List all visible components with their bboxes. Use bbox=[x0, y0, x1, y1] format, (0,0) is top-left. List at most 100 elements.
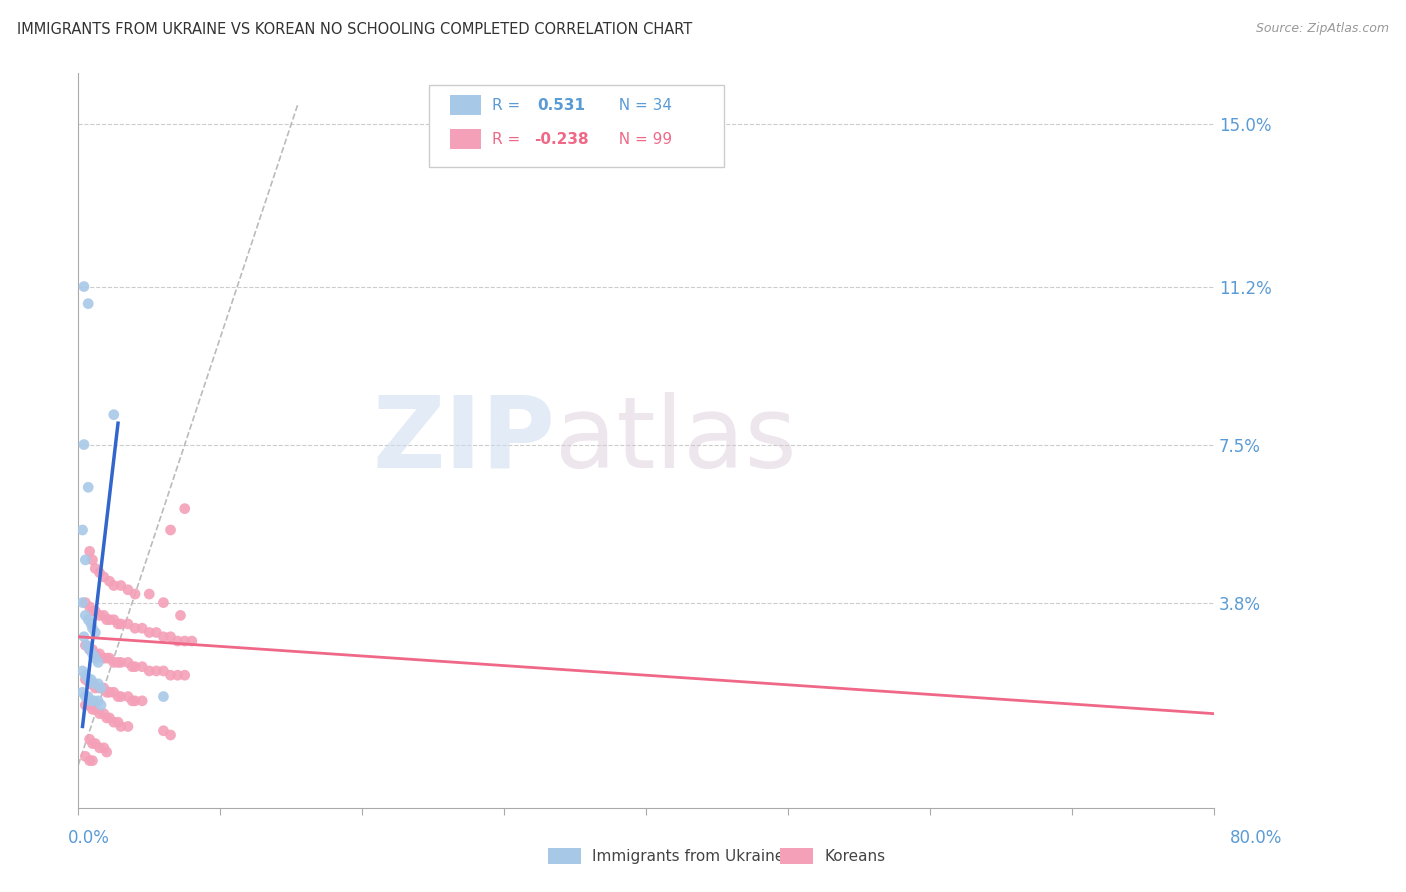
Point bbox=[110, 719, 132, 733]
Point bbox=[180, 634, 202, 648]
Point bbox=[84, 625, 107, 640]
Point bbox=[83, 694, 105, 708]
Point bbox=[121, 659, 143, 673]
Point bbox=[84, 647, 107, 661]
Point bbox=[84, 651, 107, 665]
Text: Immigrants from Ukraine: Immigrants from Ukraine bbox=[592, 849, 785, 863]
Point bbox=[96, 745, 118, 759]
Text: N = 99: N = 99 bbox=[609, 132, 672, 146]
Point bbox=[82, 737, 104, 751]
Point bbox=[77, 673, 100, 687]
Point bbox=[84, 702, 107, 716]
Point bbox=[73, 279, 96, 293]
Point bbox=[75, 673, 97, 687]
Text: 0.531: 0.531 bbox=[537, 98, 585, 112]
Point bbox=[117, 719, 139, 733]
Point bbox=[84, 681, 107, 695]
Point bbox=[89, 647, 111, 661]
Point bbox=[77, 296, 100, 310]
Point bbox=[75, 596, 97, 610]
Point bbox=[75, 608, 97, 623]
Point bbox=[79, 642, 101, 657]
Point bbox=[117, 582, 139, 597]
Point bbox=[121, 694, 143, 708]
Point bbox=[93, 608, 115, 623]
Point bbox=[103, 656, 125, 670]
Point bbox=[98, 651, 121, 665]
Point bbox=[84, 737, 107, 751]
Point bbox=[84, 604, 107, 618]
Point bbox=[80, 617, 103, 632]
Point bbox=[82, 754, 104, 768]
Point bbox=[89, 566, 111, 580]
Point bbox=[107, 690, 129, 704]
Point bbox=[82, 604, 104, 618]
Point bbox=[87, 656, 110, 670]
Point bbox=[90, 681, 112, 695]
Point bbox=[96, 613, 118, 627]
Point bbox=[75, 668, 97, 682]
Text: -0.238: -0.238 bbox=[534, 132, 589, 146]
Point bbox=[96, 651, 118, 665]
Point bbox=[90, 698, 112, 712]
Point bbox=[89, 740, 111, 755]
Point bbox=[82, 642, 104, 657]
Point bbox=[79, 754, 101, 768]
Point bbox=[131, 621, 153, 635]
Point bbox=[173, 668, 195, 682]
Point bbox=[107, 617, 129, 632]
Point bbox=[152, 723, 174, 738]
Point bbox=[152, 630, 174, 644]
Point bbox=[75, 690, 97, 704]
Point bbox=[124, 694, 146, 708]
Point bbox=[138, 587, 160, 601]
Point bbox=[83, 677, 105, 691]
Point bbox=[79, 642, 101, 657]
Point bbox=[84, 561, 107, 575]
Point bbox=[77, 690, 100, 704]
Point bbox=[173, 634, 195, 648]
Point bbox=[159, 630, 181, 644]
Point bbox=[159, 668, 181, 682]
Point bbox=[138, 625, 160, 640]
Point bbox=[103, 578, 125, 592]
Point bbox=[138, 664, 160, 678]
Point bbox=[75, 749, 97, 764]
Point bbox=[98, 613, 121, 627]
Point bbox=[152, 690, 174, 704]
Point bbox=[89, 608, 111, 623]
Point bbox=[75, 553, 97, 567]
Point bbox=[77, 480, 100, 494]
Point bbox=[117, 617, 139, 632]
Point bbox=[124, 621, 146, 635]
Point bbox=[82, 702, 104, 716]
Point bbox=[110, 617, 132, 632]
Point bbox=[77, 613, 100, 627]
Point bbox=[89, 706, 111, 721]
Point bbox=[82, 647, 104, 661]
Point bbox=[80, 694, 103, 708]
Point bbox=[145, 664, 167, 678]
Point bbox=[103, 613, 125, 627]
Point bbox=[73, 630, 96, 644]
Point bbox=[169, 608, 191, 623]
Point bbox=[93, 706, 115, 721]
Text: N = 34: N = 34 bbox=[609, 98, 672, 112]
Point bbox=[145, 625, 167, 640]
Point bbox=[124, 659, 146, 673]
Text: Koreans: Koreans bbox=[824, 849, 886, 863]
Point bbox=[166, 668, 188, 682]
Point bbox=[73, 437, 96, 451]
Point bbox=[82, 677, 104, 691]
Point bbox=[82, 621, 104, 635]
Text: atlas: atlas bbox=[555, 392, 797, 489]
Point bbox=[87, 677, 110, 691]
Text: 0.0%: 0.0% bbox=[67, 829, 110, 847]
Point bbox=[76, 638, 98, 652]
Point bbox=[89, 681, 111, 695]
Text: R =: R = bbox=[492, 98, 530, 112]
Point bbox=[103, 408, 125, 422]
Point bbox=[110, 578, 132, 592]
Point bbox=[87, 694, 110, 708]
Point bbox=[159, 523, 181, 537]
